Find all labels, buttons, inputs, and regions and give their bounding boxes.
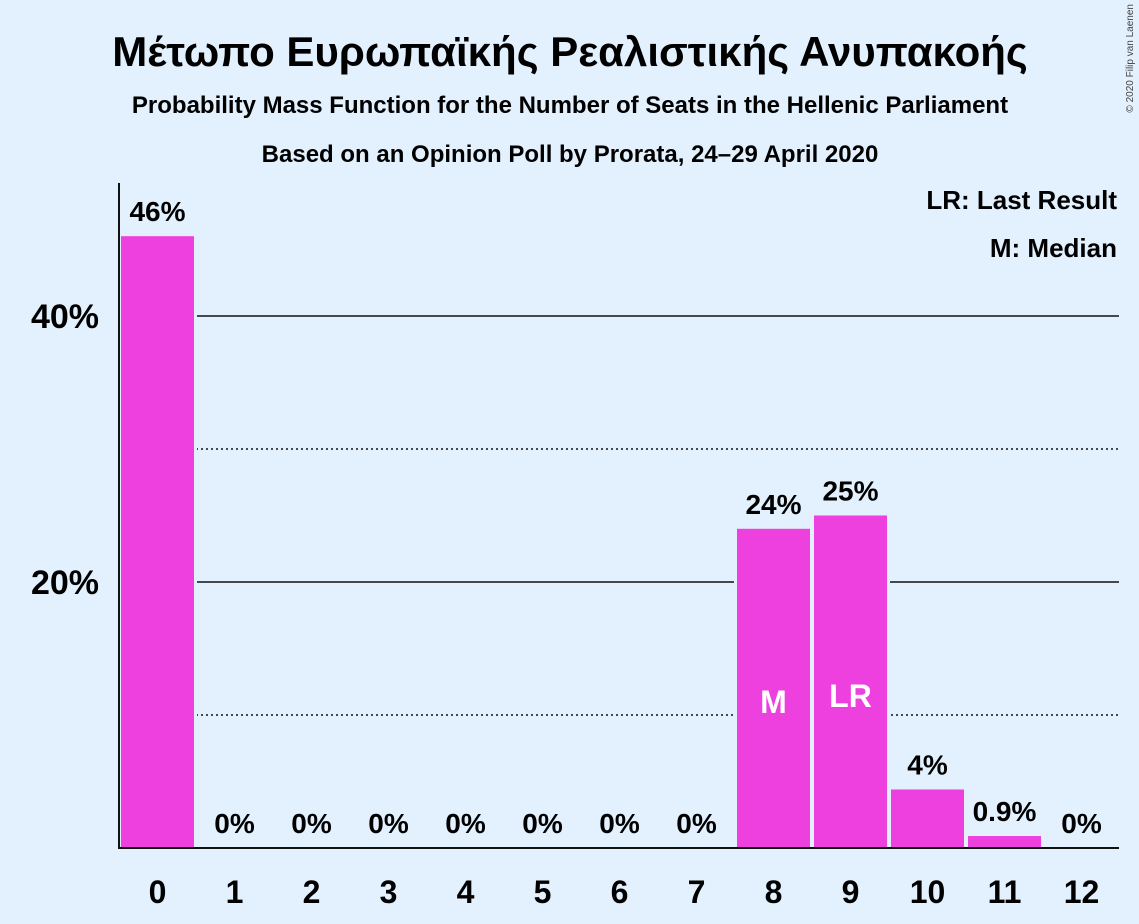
- bar-marker-9: LR: [829, 678, 872, 714]
- data-label-9: 25%: [822, 476, 878, 507]
- gridlines: [196, 315, 1119, 716]
- bar-0: [121, 236, 194, 848]
- data-label-8: 24%: [745, 489, 801, 520]
- data-label-7: 0%: [676, 808, 717, 839]
- x-tick-label-11: 11: [988, 874, 1022, 910]
- x-tick-label-3: 3: [380, 874, 398, 910]
- x-tick-label-1: 1: [226, 874, 244, 910]
- data-label-6: 0%: [599, 808, 640, 839]
- data-label-0: 46%: [129, 196, 185, 227]
- data-label-12: 0%: [1061, 808, 1102, 839]
- y-tick-label-20: 20%: [31, 564, 99, 602]
- bar-series: 46% 0% 0% 0% 0% 0% 0% 0% 24% M 25% LR 4% 0.9% 0%: [118, 196, 1102, 848]
- y-tick-label-40: 40%: [31, 298, 99, 336]
- data-label-2: 0%: [291, 808, 332, 839]
- x-axis-ticks: 0 1 2 3 4 5 6 7 8 9 10 11 12: [149, 874, 1100, 910]
- bar-9: [814, 515, 887, 848]
- x-tick-label-5: 5: [534, 874, 552, 910]
- x-tick-label-8: 8: [765, 874, 783, 910]
- legend-median: M: Median: [990, 233, 1117, 263]
- data-label-3: 0%: [368, 808, 409, 839]
- x-tick-label-7: 7: [688, 874, 706, 910]
- x-tick-label-12: 12: [1064, 874, 1100, 910]
- chart-subtitle-2: Based on an Opinion Poll by Prorata, 24–…: [262, 141, 879, 168]
- copyright-notice: © 2020 Filip van Laenen: [1125, 4, 1136, 113]
- data-label-1: 0%: [214, 808, 255, 839]
- x-tick-label-0: 0: [149, 874, 167, 910]
- data-label-11: 0.9%: [973, 796, 1037, 827]
- chart-subtitle-1: Probability Mass Function for the Number…: [132, 92, 1008, 119]
- x-tick-label-2: 2: [303, 874, 321, 910]
- x-tick-label-6: 6: [611, 874, 629, 910]
- bar-marker-8: M: [760, 684, 787, 720]
- chart-title: Μέτωπο Ευρωπαϊκής Ρεαλιστικής Ανυπακοής: [112, 28, 1027, 75]
- x-tick-label-10: 10: [910, 874, 946, 910]
- bar-10: [891, 789, 964, 848]
- legend-last-result: LR: Last Result: [926, 185, 1117, 215]
- bar-8: [737, 528, 810, 848]
- x-tick-label-4: 4: [457, 874, 475, 910]
- x-tick-label-9: 9: [842, 874, 860, 910]
- bar-11: [968, 836, 1041, 848]
- y-axis-ticks: 20% 40%: [31, 298, 99, 602]
- data-label-10: 4%: [907, 749, 948, 780]
- data-label-4: 0%: [445, 808, 486, 839]
- data-label-5: 0%: [522, 808, 563, 839]
